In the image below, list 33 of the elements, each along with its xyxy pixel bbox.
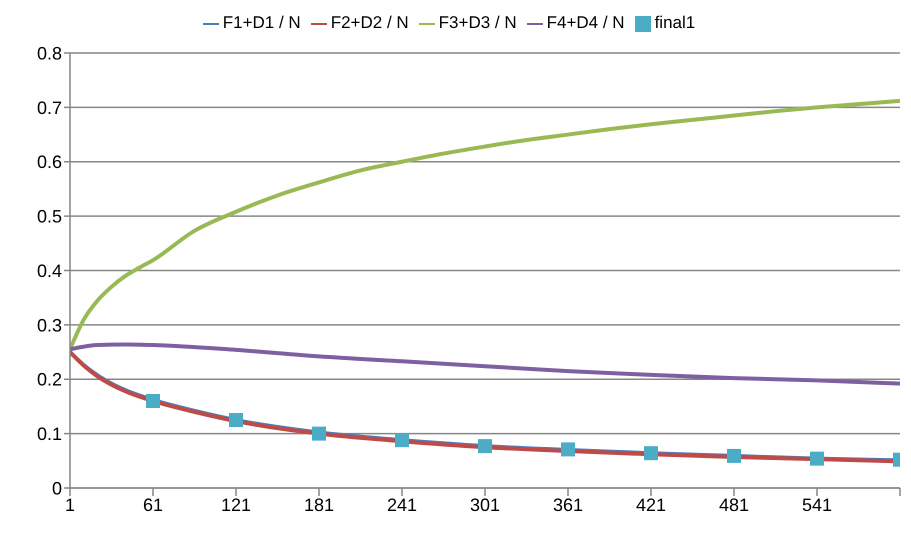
- legend-label: final1: [654, 13, 696, 32]
- x-tick-label: 541: [802, 494, 832, 515]
- x-tick-label: 421: [636, 494, 666, 515]
- point: [395, 433, 409, 448]
- y-tick-label: 0.4: [36, 260, 62, 281]
- point: [810, 452, 824, 466]
- legend-label: F3+D3 / N: [438, 13, 517, 32]
- y-tick-label: 0.2: [36, 370, 62, 390]
- y-tick-label: 0.8: [36, 43, 62, 64]
- point: [644, 446, 658, 460]
- x-tick-label: 241: [386, 494, 418, 515]
- point: [727, 448, 741, 463]
- y-tick-label: 0: [52, 478, 62, 498]
- point: [561, 442, 575, 456]
- y-tick-label: 0.1: [36, 424, 62, 444]
- legend-label: F4+D4 / N: [546, 13, 625, 32]
- legend-label: F2+D2 / N: [330, 13, 409, 32]
- point: [146, 394, 160, 408]
- x-tick-label: 361: [552, 494, 584, 515]
- y-tick-label: 0.7: [36, 98, 62, 118]
- x-tick-label: 181: [304, 494, 334, 515]
- x-tick-label: 121: [220, 494, 252, 515]
- x-tick-label: 301: [470, 494, 500, 515]
- y-tick-label: 0.6: [36, 152, 62, 172]
- point: [229, 413, 243, 428]
- x-tick-label: 1: [64, 494, 76, 515]
- legend-label: F1+D1 / N: [222, 13, 301, 32]
- y-tick-label: 0.3: [36, 315, 62, 336]
- x-tick-label: 481: [718, 494, 750, 515]
- y-tick-label: 0.5: [36, 206, 62, 227]
- x-tick-label: 61: [142, 494, 164, 515]
- point: [478, 439, 492, 454]
- point: [312, 426, 326, 441]
